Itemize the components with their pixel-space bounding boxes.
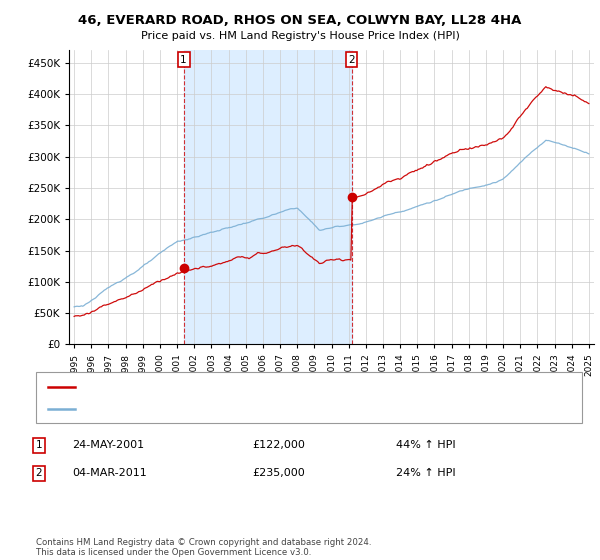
Text: HPI: Average price, detached house, Conwy: HPI: Average price, detached house, Conw… [81, 404, 295, 414]
Text: 24% ↑ HPI: 24% ↑ HPI [396, 468, 455, 478]
Text: 1: 1 [180, 55, 187, 65]
Text: 24-MAY-2001: 24-MAY-2001 [72, 440, 144, 450]
Text: 44% ↑ HPI: 44% ↑ HPI [396, 440, 455, 450]
Bar [184, 50, 352, 344]
Text: 2: 2 [348, 55, 355, 65]
Text: Price paid vs. HM Land Registry's House Price Index (HPI): Price paid vs. HM Land Registry's House … [140, 31, 460, 41]
Text: Contains HM Land Registry data © Crown copyright and database right 2024.
This d: Contains HM Land Registry data © Crown c… [36, 538, 371, 557]
Text: 04-MAR-2011: 04-MAR-2011 [72, 468, 147, 478]
Text: £235,000: £235,000 [252, 468, 305, 478]
Text: 46, EVERARD ROAD, RHOS ON SEA, COLWYN BAY, LL28 4HA: 46, EVERARD ROAD, RHOS ON SEA, COLWYN BA… [79, 14, 521, 27]
Text: 2: 2 [35, 468, 43, 478]
Text: £122,000: £122,000 [252, 440, 305, 450]
Text: 46, EVERARD ROAD, RHOS ON SEA, COLWYN BAY, LL28 4HA (detached house): 46, EVERARD ROAD, RHOS ON SEA, COLWYN BA… [81, 381, 464, 391]
Text: 1: 1 [35, 440, 43, 450]
